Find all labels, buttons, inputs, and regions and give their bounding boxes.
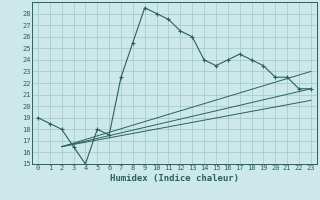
X-axis label: Humidex (Indice chaleur): Humidex (Indice chaleur) xyxy=(110,174,239,183)
